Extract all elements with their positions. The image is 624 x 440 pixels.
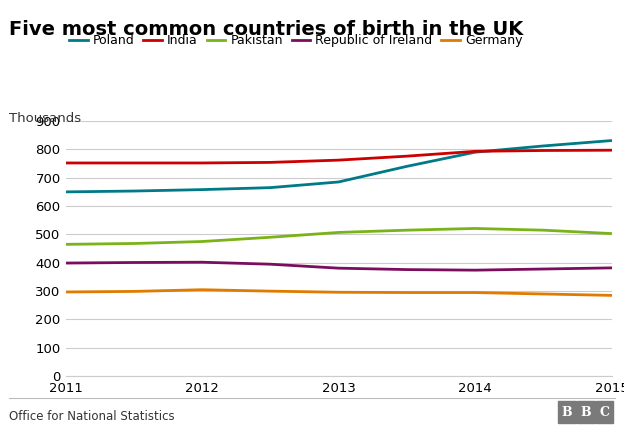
Text: Five most common countries of birth in the UK: Five most common countries of birth in t… [9,20,524,39]
Text: C: C [600,406,610,419]
Text: Office for National Statistics: Office for National Statistics [9,410,175,423]
Text: Thousands: Thousands [9,112,82,125]
Text: B: B [580,406,592,419]
Text: B: B [562,406,573,419]
Legend: Poland, India, Pakistan, Republic of Ireland, Germany: Poland, India, Pakistan, Republic of Ire… [69,34,522,47]
